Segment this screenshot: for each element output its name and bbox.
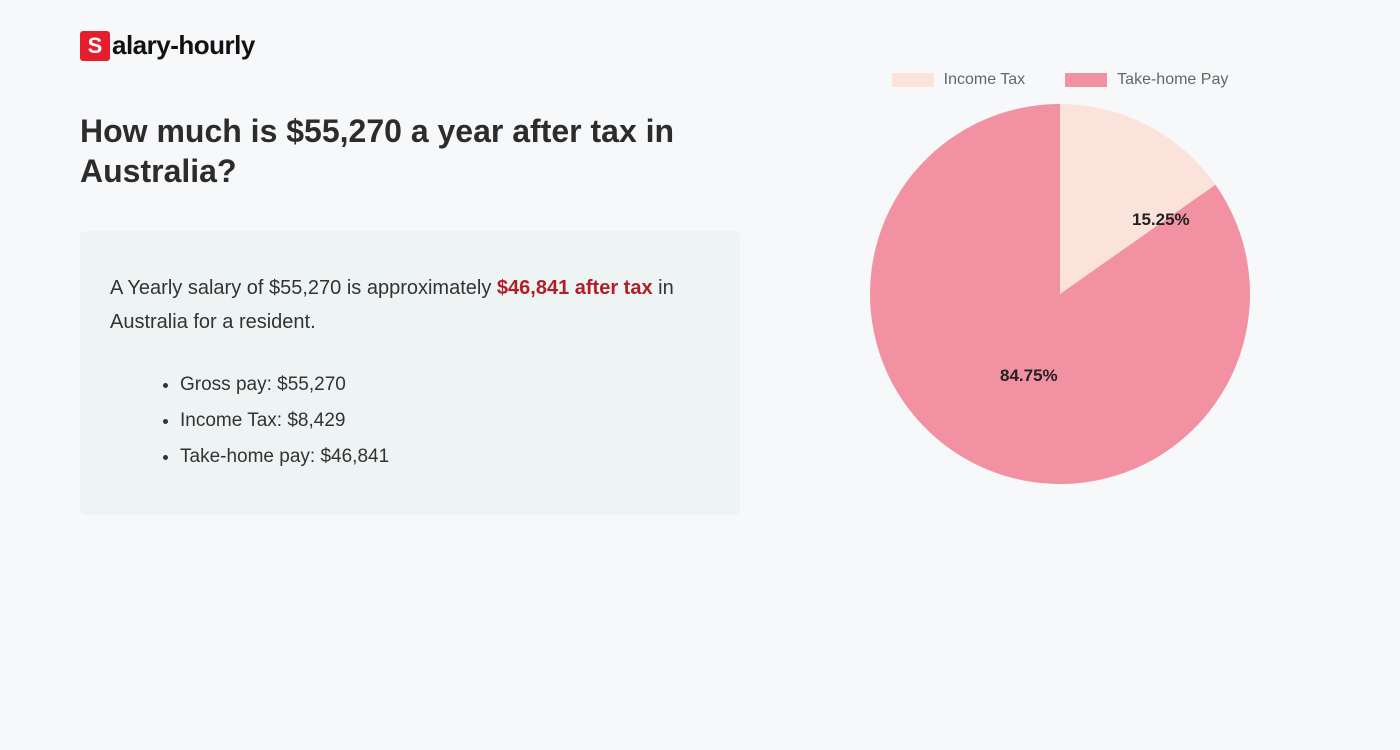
page-title: How much is $55,270 a year after tax in …	[80, 111, 740, 191]
logo-s-icon: S	[80, 31, 110, 61]
slice-label-take-home: 84.75%	[1000, 366, 1058, 386]
legend-label: Income Tax	[944, 71, 1026, 89]
list-item: Take-home pay: $46,841	[180, 439, 710, 475]
summary-prefix: A Yearly salary of $55,270 is approximat…	[110, 277, 497, 299]
legend-item-take-home: Take-home Pay	[1065, 71, 1228, 89]
pie-svg	[870, 104, 1250, 484]
list-item: Income Tax: $8,429	[180, 403, 710, 439]
legend-swatch-icon	[892, 73, 934, 87]
summary-sentence: A Yearly salary of $55,270 is approximat…	[110, 271, 710, 339]
chart-legend: Income Tax Take-home Pay	[800, 71, 1320, 89]
chart-column: Income Tax Take-home Pay 15.25% 84.75%	[800, 71, 1320, 484]
list-item: Gross pay: $55,270	[180, 367, 710, 403]
summary-box: A Yearly salary of $55,270 is approximat…	[80, 231, 740, 515]
pie-chart: 15.25% 84.75%	[870, 104, 1250, 484]
text-column: How much is $55,270 a year after tax in …	[80, 111, 740, 515]
site-logo: S alary-hourly	[80, 30, 1320, 61]
logo-text: alary-hourly	[112, 30, 255, 61]
slice-label-income-tax: 15.25%	[1132, 210, 1190, 230]
legend-item-income-tax: Income Tax	[892, 71, 1026, 89]
summary-highlight: $46,841 after tax	[497, 277, 653, 299]
main-content: How much is $55,270 a year after tax in …	[80, 111, 1320, 515]
summary-list: Gross pay: $55,270 Income Tax: $8,429 Ta…	[110, 367, 710, 475]
legend-label: Take-home Pay	[1117, 71, 1228, 89]
legend-swatch-icon	[1065, 73, 1107, 87]
